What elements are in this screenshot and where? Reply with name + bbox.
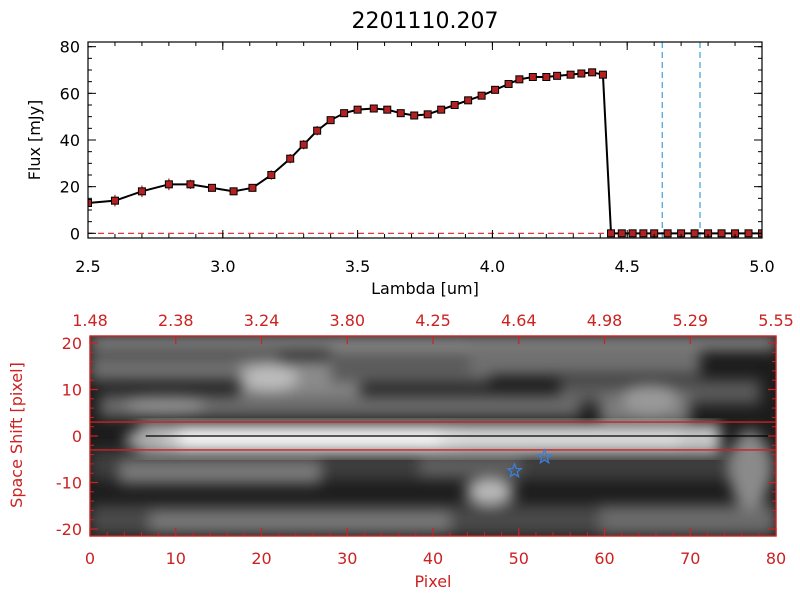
x-tick-label: 40: [423, 549, 443, 568]
x-tick-label: 80: [766, 549, 786, 568]
x-tick-label: 2.5: [75, 257, 100, 276]
y-tick-label: 10: [62, 380, 82, 399]
image-top-wavelength-ticks: 1.48 2.38 3.24 3.80 4.25 4.64 4.98 5.29 5.55: [72, 311, 794, 344]
source-markers: [506, 448, 553, 478]
y-tick-label: 60: [60, 84, 80, 103]
y-tick-label: -10: [56, 474, 82, 493]
top-tick-label: 5.29: [672, 311, 708, 330]
x-tick-label: 3.0: [210, 257, 235, 276]
data-point: [542, 73, 551, 81]
spectrum-x-ticks: 2.5 3.0 3.5 4.0 4.5 5.0: [75, 42, 775, 276]
extraction-lines: [90, 421, 776, 451]
top-tick-label: 4.64: [501, 311, 537, 330]
data-point: [491, 85, 500, 94]
y-tick-label: -20: [56, 520, 82, 539]
data-point: [164, 180, 173, 189]
data-point: [464, 96, 473, 105]
data-point: [450, 101, 459, 109]
data-point: [286, 154, 295, 163]
data-point: [577, 69, 586, 78]
spectrum-axes-frame: [87, 41, 763, 239]
data-point: [528, 73, 537, 81]
data-point: [299, 140, 308, 149]
x-tick-label: 4.5: [614, 257, 639, 276]
spectrum-y-label: Flux [mJy]: [25, 100, 44, 181]
x-tick-label: 5.0: [749, 257, 774, 276]
y-tick-label: 80: [60, 38, 80, 57]
flux-line: [88, 71, 762, 235]
x-tick-label: 3.5: [345, 257, 370, 276]
spectrum-plot-area: [87, 41, 763, 239]
data-point: [353, 105, 362, 114]
spectrum-panel: 2201110.207 2.5 3.0 3.5 4.0 4.5 5.0 0 20 40 60 80…: [25, 9, 775, 298]
y-tick-label: 40: [60, 131, 80, 150]
data-point: [598, 70, 607, 79]
data-point: [186, 180, 195, 189]
top-tick-label: 1.48: [72, 311, 108, 330]
star-marker: [536, 448, 553, 465]
data-point: [663, 229, 672, 238]
x-tick-label: 0: [85, 549, 95, 568]
data-point: [690, 229, 699, 238]
star-marker: [506, 462, 523, 478]
x-tick-label: 20: [251, 549, 271, 568]
spectrum-y-ticks: 0 20 40 60 80: [60, 38, 762, 243]
data-point: [110, 196, 119, 205]
y-tick-label: 20: [62, 334, 82, 353]
data-point: [313, 126, 322, 135]
data-point: [267, 171, 276, 179]
spectrum-reference-lines: [88, 42, 762, 238]
data-point: [326, 116, 335, 125]
top-tick-label: 4.25: [415, 311, 451, 330]
data-point: [566, 70, 575, 79]
image-x-label: Pixel: [414, 572, 451, 591]
data-point: [477, 91, 486, 100]
data-point: [410, 111, 419, 120]
image-x-ticks: 0 10 20 30 40 50 60 70 80: [85, 528, 786, 568]
image-y-label: Space Shift [pixel]: [7, 362, 26, 508]
data-point: [639, 229, 648, 238]
image-panel: 0 10 20 30 40 50 60 70 80 1.48 2.38 3.24 3.80 4.25 4.…: [7, 311, 794, 591]
top-tick-label: 3.24: [244, 311, 280, 330]
data-point: [229, 187, 238, 196]
data-point: [744, 229, 753, 238]
top-tick-label: 3.80: [329, 311, 365, 330]
data-point: [588, 68, 597, 77]
x-tick-label: 4.0: [480, 257, 505, 276]
top-tick-label: 5.55: [758, 311, 794, 330]
data-point: [437, 105, 446, 114]
x-tick-label: 70: [680, 549, 700, 568]
x-tick-label: 30: [337, 549, 357, 568]
data-point: [396, 109, 405, 118]
data-point: [208, 183, 217, 192]
data-point: [137, 187, 146, 196]
image-y-ticks: -20 -10 0 10 20: [56, 334, 776, 539]
data-point: [553, 71, 562, 80]
data-point: [607, 229, 616, 238]
spectrum-x-label: Lambda [um]: [371, 279, 479, 298]
y-tick-label: 0: [72, 427, 82, 446]
x-tick-label: 50: [509, 549, 529, 568]
data-point: [383, 105, 392, 114]
y-tick-label: 0: [70, 224, 80, 243]
data-point: [717, 229, 726, 238]
data-point: [504, 80, 513, 88]
image-plot-area: [90, 336, 776, 536]
data-point: [515, 75, 524, 84]
data-point: [628, 229, 637, 238]
top-tick-label: 2.38: [158, 311, 194, 330]
data-point: [340, 109, 349, 118]
spectrum-series: [88, 68, 762, 238]
top-tick-label: 4.98: [587, 311, 623, 330]
data-point: [248, 183, 257, 192]
x-tick-label: 60: [594, 549, 614, 568]
y-tick-label: 20: [60, 178, 80, 197]
x-tick-label: 10: [166, 549, 186, 568]
data-point: [88, 199, 92, 207]
data-point: [369, 104, 378, 113]
data-point: [423, 110, 432, 119]
spectrum-title: 2201110.207: [352, 9, 499, 34]
data-point: [617, 229, 626, 238]
